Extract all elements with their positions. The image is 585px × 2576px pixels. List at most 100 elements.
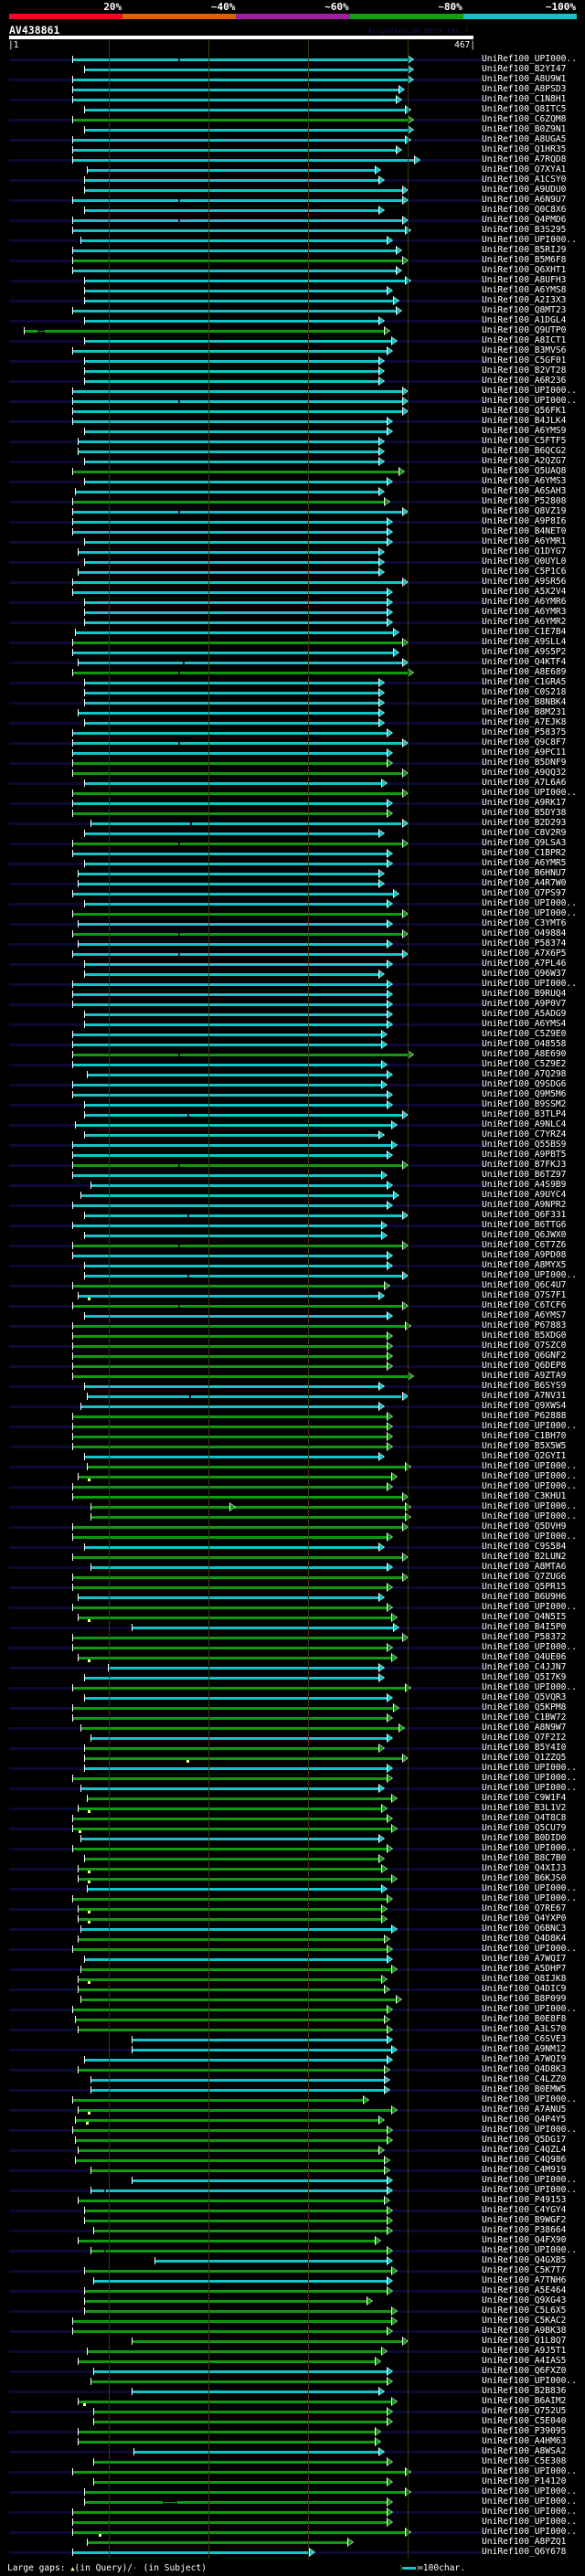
hit-label[interactable]: UniRef100_UPI000.. — [482, 2185, 577, 2195]
hit-label[interactable]: UniRef100_A6YMS7 — [482, 1310, 567, 1320]
hit-label[interactable]: UniRef100_A3LS70 — [482, 2024, 567, 2034]
hit-label[interactable]: UniRef100_C3YMT6 — [482, 918, 567, 928]
hit-label[interactable]: UniRef100_UPI000.. — [482, 1481, 577, 1491]
hit-label[interactable]: UniRef100_B5Y4I0 — [482, 1743, 567, 1753]
hit-label[interactable]: UniRef100_A9ZTA9 — [482, 1371, 567, 1381]
hit-label[interactable]: UniRef100_A1DGL4 — [482, 315, 567, 325]
hit-label[interactable]: UniRef100_Q9SDG6 — [482, 1079, 567, 1089]
hit-label[interactable]: UniRef100_A7TNH6 — [482, 2275, 567, 2285]
hit-label[interactable]: UniRef100_Q4P4Y5 — [482, 2115, 567, 2125]
hit-label[interactable]: UniRef100_UPI000.. — [482, 54, 577, 64]
hit-label[interactable]: UniRef100_B5DY38 — [482, 808, 567, 818]
hit-label[interactable]: UniRef100_B2B836 — [482, 2386, 567, 2396]
hit-label[interactable]: UniRef100_Q4DIC9 — [482, 1984, 567, 1994]
hit-label[interactable]: UniRef100_B9RUQ4 — [482, 989, 567, 999]
hit-label[interactable]: UniRef100_A9NPR2 — [482, 1200, 567, 1210]
hit-label[interactable]: UniRef100_O49884 — [482, 928, 567, 938]
hit-label[interactable]: UniRef100_B5DNF9 — [482, 758, 567, 768]
hit-label[interactable]: UniRef100_B4NET0 — [482, 526, 567, 536]
hit-label[interactable]: UniRef100_A6R236 — [482, 376, 567, 386]
hit-label[interactable]: UniRef100_A5X2V4 — [482, 587, 567, 597]
hit-label[interactable]: UniRef100_Q7S7F1 — [482, 1290, 567, 1300]
hit-label[interactable]: UniRef100_UPI000.. — [482, 2125, 577, 2135]
hit-label[interactable]: UniRef100_B8C7B0 — [482, 1853, 567, 1863]
hit-label[interactable]: UniRef100_B3L1V2 — [482, 1803, 567, 1813]
hit-label[interactable]: UniRef100_Q6F331 — [482, 1210, 567, 1220]
hit-label[interactable]: UniRef100_A8UFH3 — [482, 275, 567, 285]
hit-label[interactable]: UniRef100_C6T7Z6 — [482, 1240, 567, 1250]
hit-label[interactable]: UniRef100_A6YMS4 — [482, 1019, 567, 1029]
hit-label[interactable]: UniRef100_A9UYC4 — [482, 1190, 567, 1200]
hit-label[interactable]: UniRef100_UPI000.. — [482, 1883, 577, 1893]
hit-label[interactable]: UniRef100_B8M231 — [482, 707, 567, 717]
hit-label[interactable]: UniRef100_Q1L8Q7 — [482, 2336, 567, 2346]
hit-label[interactable]: UniRef100_UPI000.. — [482, 1944, 577, 1954]
hit-label[interactable]: UniRef100_Q6GNF2 — [482, 1351, 567, 1361]
hit-label[interactable]: UniRef100_C4Q986 — [482, 2155, 567, 2165]
hit-label[interactable]: UniRef100_C6SVE3 — [482, 2034, 567, 2044]
hit-label[interactable]: UniRef100_Q5PR15 — [482, 1582, 567, 1592]
hit-label[interactable]: UniRef100_P58375 — [482, 727, 567, 737]
hit-label[interactable]: UniRef100_Q4PMD6 — [482, 215, 567, 225]
hit-label[interactable]: UniRef100_UPI000.. — [482, 2376, 577, 2386]
hit-label[interactable]: UniRef100_UPI000.. — [482, 1501, 577, 1511]
hit-label[interactable]: UniRef100_O48558 — [482, 1039, 567, 1049]
hit-label[interactable]: UniRef100_A7WQI9 — [482, 2054, 567, 2064]
hit-label[interactable]: UniRef100_B6HNU7 — [482, 868, 567, 878]
hit-label[interactable]: UniRef100_Q6DEP8 — [482, 1361, 567, 1371]
hit-label[interactable]: UniRef100_Q7XYA1 — [482, 164, 567, 175]
hit-label[interactable]: UniRef100_A9NLC4 — [482, 1119, 567, 1129]
hit-label[interactable]: UniRef100_UPI000.. — [482, 2507, 577, 2517]
hit-label[interactable]: UniRef100_Q1ZZQ5 — [482, 1753, 567, 1763]
hit-label[interactable]: UniRef100_A8U9W1 — [482, 74, 567, 84]
hit-label[interactable]: UniRef100_A8N9W7 — [482, 1723, 567, 1733]
hit-label[interactable]: UniRef100_UPI000.. — [482, 2175, 577, 2185]
hit-label[interactable]: UniRef100_B0Z9N1 — [482, 124, 567, 134]
hit-label[interactable]: UniRef100_A8PSD3 — [482, 84, 567, 94]
hit-label[interactable]: UniRef100_Q0C8X6 — [482, 205, 567, 215]
hit-label[interactable]: UniRef100_B7FKJ3 — [482, 1160, 567, 1170]
hit-label[interactable]: UniRef100_Q7RE67 — [482, 1903, 567, 1913]
hit-label[interactable]: UniRef100_C5K7T7 — [482, 2265, 567, 2275]
hit-label[interactable]: UniRef100_P58374 — [482, 938, 567, 949]
hit-label[interactable]: UniRef100_B8NBK4 — [482, 697, 567, 707]
hit-label[interactable]: UniRef100_C6TCF6 — [482, 1300, 567, 1310]
hit-label[interactable]: UniRef100_B9SSM2 — [482, 1099, 567, 1109]
hit-label[interactable]: UniRef100_Q4XIJ3 — [482, 1863, 567, 1873]
hit-label[interactable]: UniRef100_B8P099 — [482, 1994, 567, 2004]
hit-label[interactable]: UniRef100_UPI000.. — [482, 235, 577, 245]
hit-label[interactable]: UniRef100_P49153 — [482, 2195, 567, 2205]
hit-label[interactable]: UniRef100_C4QZL4 — [482, 2145, 567, 2155]
hit-label[interactable]: UniRef100_UPI000.. — [482, 788, 577, 798]
hit-label[interactable]: UniRef100_UPI000.. — [482, 2496, 577, 2507]
hit-label[interactable]: UniRef100_UPI000.. — [482, 1843, 577, 1853]
hit-label[interactable]: UniRef100_C3KHU1 — [482, 1491, 567, 1501]
hit-label[interactable]: UniRef100_UPI000.. — [482, 1421, 577, 1431]
hit-label[interactable]: UniRef100_A7EJK8 — [482, 717, 567, 727]
hit-label[interactable]: UniRef100_C1BPR2 — [482, 848, 567, 858]
hit-label[interactable]: UniRef100_C7YRZ4 — [482, 1129, 567, 1140]
hit-label[interactable]: UniRef100_P39095 — [482, 2426, 567, 2436]
hit-label[interactable]: UniRef100_A9QQ32 — [482, 768, 567, 778]
hit-label[interactable]: UniRef100_UPI000.. — [482, 2466, 577, 2476]
hit-label[interactable]: UniRef100_Q752U5 — [482, 2406, 567, 2416]
hit-label[interactable]: UniRef100_B2LUN2 — [482, 1552, 567, 1562]
hit-label[interactable]: UniRef100_C9W1F4 — [482, 1793, 567, 1803]
hit-label[interactable]: UniRef100_Q8ITC5 — [482, 104, 567, 114]
hit-label[interactable]: UniRef100_Q4UE06 — [482, 1652, 567, 1662]
hit-label[interactable]: UniRef100_A7ANU5 — [482, 2104, 567, 2115]
hit-label[interactable]: UniRef100_A6YMS3 — [482, 476, 567, 486]
hit-label[interactable]: UniRef100_B0EMW5 — [482, 2084, 567, 2094]
hit-label[interactable]: UniRef100_Q5VQR3 — [482, 1692, 567, 1702]
hit-label[interactable]: UniRef100_Q9C8F7 — [482, 737, 567, 747]
hit-label[interactable]: UniRef100_UPI000.. — [482, 898, 577, 908]
hit-label[interactable]: UniRef100_Q5I7K9 — [482, 1672, 567, 1682]
hit-label[interactable]: UniRef100_A6YMR5 — [482, 858, 567, 868]
hit-label[interactable]: UniRef100_C5KAC2 — [482, 2316, 567, 2326]
hit-label[interactable]: UniRef100_P52808 — [482, 496, 567, 506]
hit-label[interactable]: UniRef100_B0DID0 — [482, 1833, 567, 1843]
hit-label[interactable]: UniRef100_A9PD08 — [482, 1250, 567, 1260]
hit-label[interactable]: UniRef100_B6KJS0 — [482, 1873, 567, 1883]
hit-label[interactable]: UniRef100_Q6JWX0 — [482, 1230, 567, 1240]
hit-label[interactable]: UniRef100_C1GRA5 — [482, 677, 567, 687]
